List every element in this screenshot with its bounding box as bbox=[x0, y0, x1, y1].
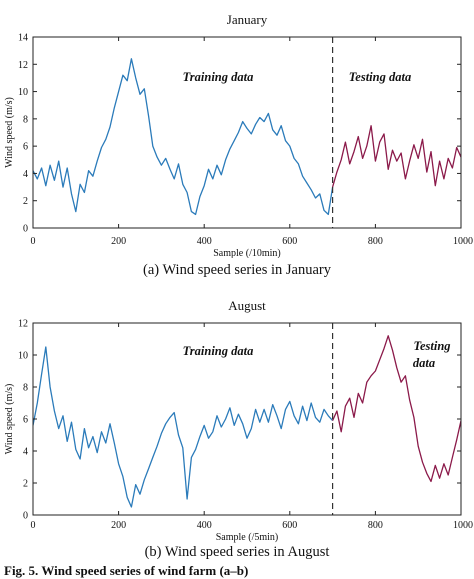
figure-footer: Fig. 5. Wind speed series of wind farm (… bbox=[4, 563, 249, 578]
y-tick-label: 0 bbox=[23, 511, 28, 522]
testing-series-line bbox=[332, 335, 461, 483]
chart-caption: (a) Wind speed series in January bbox=[143, 262, 331, 278]
y-tick-label: 10 bbox=[18, 351, 28, 362]
x-tick-label: 400 bbox=[197, 520, 212, 531]
x-tick-label: 200 bbox=[111, 236, 126, 247]
chart-annotation: data bbox=[413, 356, 435, 370]
x-tick-label: 1000 bbox=[453, 236, 473, 247]
x-tick-label: 600 bbox=[282, 236, 297, 247]
chart-title: January bbox=[227, 12, 268, 27]
chart-panel-august: August 0 2 4 6 8 10 12 0 200 400 600 800 1000 Sample (… bbox=[0, 296, 474, 566]
x-tick-label: 800 bbox=[368, 520, 383, 531]
y-tick-label: 12 bbox=[18, 319, 28, 330]
testing-series-line bbox=[331, 125, 461, 188]
january-chart: January 0 2 4 6 8 10 12 14 0 200 400 600 800 1000 Sampl… bbox=[4, 12, 473, 259]
x-tick-label: 600 bbox=[282, 520, 297, 531]
chart-annotation: Testing data bbox=[349, 70, 411, 84]
x-tick-label: 0 bbox=[31, 520, 36, 531]
training-series-line bbox=[33, 58, 334, 216]
chart-panel-january: January 0 2 4 6 8 10 12 14 0 200 400 600 800 1000 Sampl… bbox=[4, 12, 473, 278]
y-tick-label: 8 bbox=[23, 383, 28, 394]
x-tick-label: 1000 bbox=[453, 520, 473, 531]
x-axis-label: Sample (/5min) bbox=[216, 532, 279, 543]
chart-title: August bbox=[228, 298, 266, 313]
y-axis-label: Wind speed (m/s) bbox=[4, 97, 15, 168]
y-tick-label: 6 bbox=[23, 415, 28, 426]
y-tick-label: 8 bbox=[23, 114, 28, 125]
chart-annotation: Training data bbox=[183, 344, 254, 358]
august-chart: August 0 2 4 6 8 10 12 0 200 400 600 800 1000 Sample (… bbox=[4, 298, 473, 543]
y-tick-label: 10 bbox=[18, 87, 28, 98]
x-tick-label: 400 bbox=[197, 236, 212, 247]
y-tick-label: 14 bbox=[18, 33, 28, 44]
chart-annotation: Testing bbox=[413, 339, 450, 353]
y-tick-label: 4 bbox=[23, 447, 28, 458]
chart-caption: (b) Wind speed series in August bbox=[144, 544, 330, 560]
chart-annotation: Training data bbox=[183, 70, 254, 84]
x-tick-label: 200 bbox=[111, 520, 126, 531]
x-tick-label: 800 bbox=[368, 236, 383, 247]
plot-frame bbox=[32, 36, 462, 229]
x-axis-label: Sample (/10min) bbox=[213, 248, 281, 258]
y-axis-label: Wind speed (m/s) bbox=[4, 384, 15, 455]
x-tick-label: 0 bbox=[31, 236, 36, 247]
y-tick-label: 4 bbox=[23, 169, 28, 180]
y-tick-label: 6 bbox=[23, 142, 28, 153]
y-tick-label: 2 bbox=[23, 479, 28, 490]
training-series-line bbox=[33, 346, 334, 508]
y-tick-label: 12 bbox=[18, 60, 28, 71]
y-tick-label: 0 bbox=[23, 224, 28, 235]
y-tick-label: 2 bbox=[23, 196, 28, 207]
